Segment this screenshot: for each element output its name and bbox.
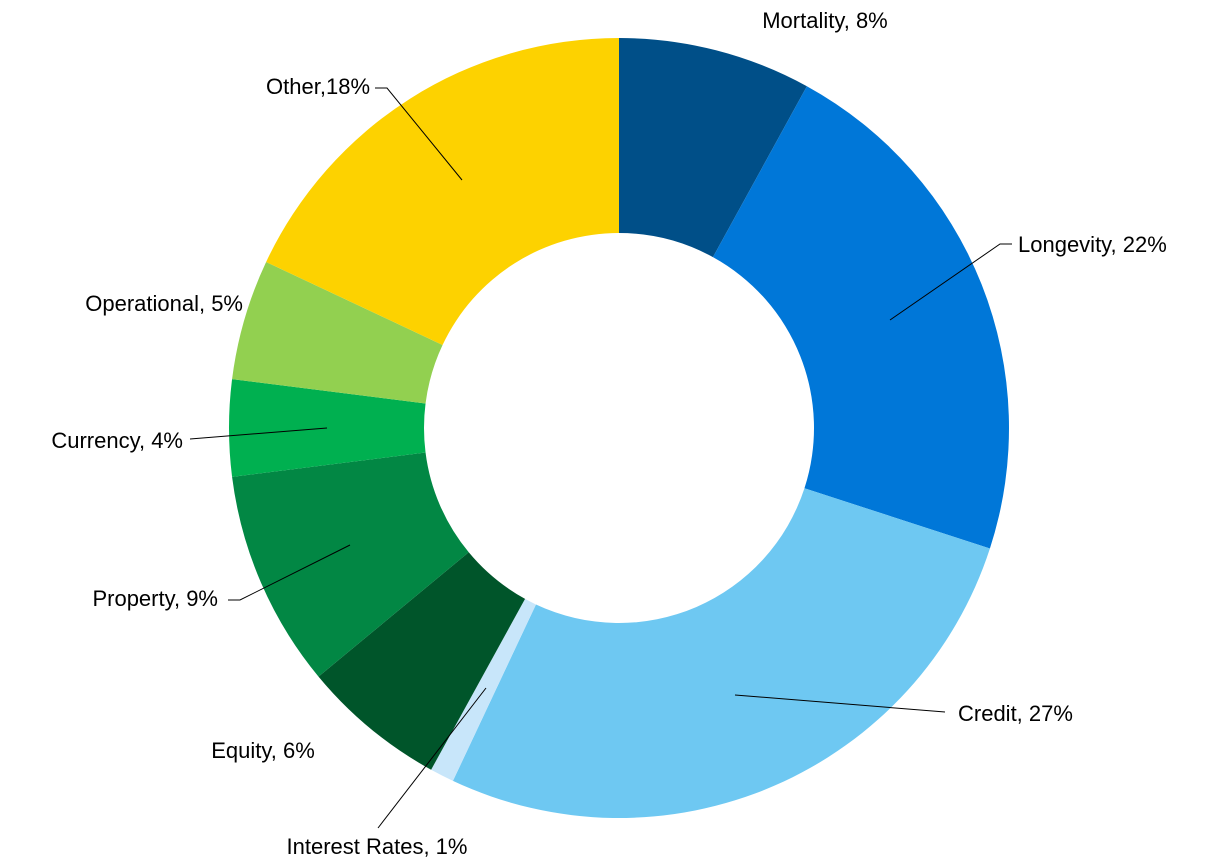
- leader-line: [375, 87, 463, 181]
- donut-slice: [431, 598, 536, 781]
- donut-slice: [318, 552, 526, 770]
- donut-slice: [232, 261, 443, 404]
- slice-label: Interest Rates, 1%: [287, 834, 468, 859]
- slice-label: Longevity, 22%: [1018, 232, 1167, 257]
- slice-label: Equity, 6%: [211, 738, 315, 763]
- slice-label: Credit, 27%: [958, 701, 1073, 726]
- donut-slice: [266, 38, 619, 345]
- donut-slice: [619, 38, 807, 258]
- leader-line: [734, 694, 946, 713]
- slice-label: Other,18%: [266, 74, 370, 99]
- leader-line: [189, 427, 328, 440]
- donut-slice: [452, 488, 990, 819]
- slice-label: Property, 9%: [92, 586, 218, 611]
- donut-slice: [712, 86, 1009, 549]
- slice-label: Currency, 4%: [51, 428, 183, 453]
- leader-line: [377, 687, 487, 829]
- donut-slice: [232, 452, 469, 677]
- leader-line: [228, 544, 351, 601]
- slice-label: Mortality, 8%: [762, 8, 888, 33]
- donut-slice: [228, 379, 426, 477]
- leader-line: [889, 243, 1012, 321]
- slice-label: Operational, 5%: [85, 291, 243, 316]
